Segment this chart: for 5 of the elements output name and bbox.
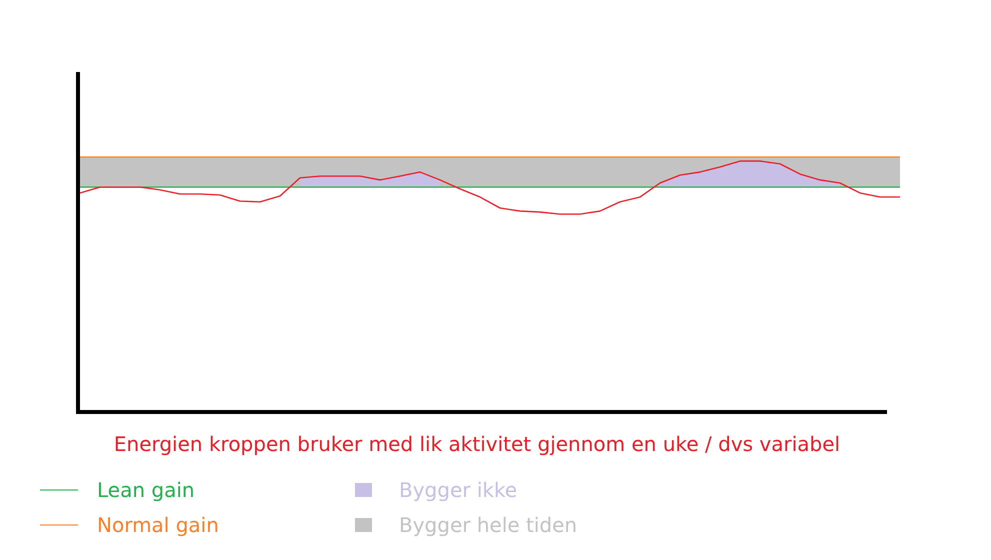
legend-label: Lean gain xyxy=(97,478,195,502)
legend-label: Normal gain xyxy=(97,513,219,537)
legend-label: Bygger ikke xyxy=(399,478,518,502)
x-axis-title: Energien kroppen bruker med lik aktivitet gjennom en uke / dvs variabel xyxy=(114,432,840,456)
legend-label: Bygger hele tiden xyxy=(399,513,578,537)
